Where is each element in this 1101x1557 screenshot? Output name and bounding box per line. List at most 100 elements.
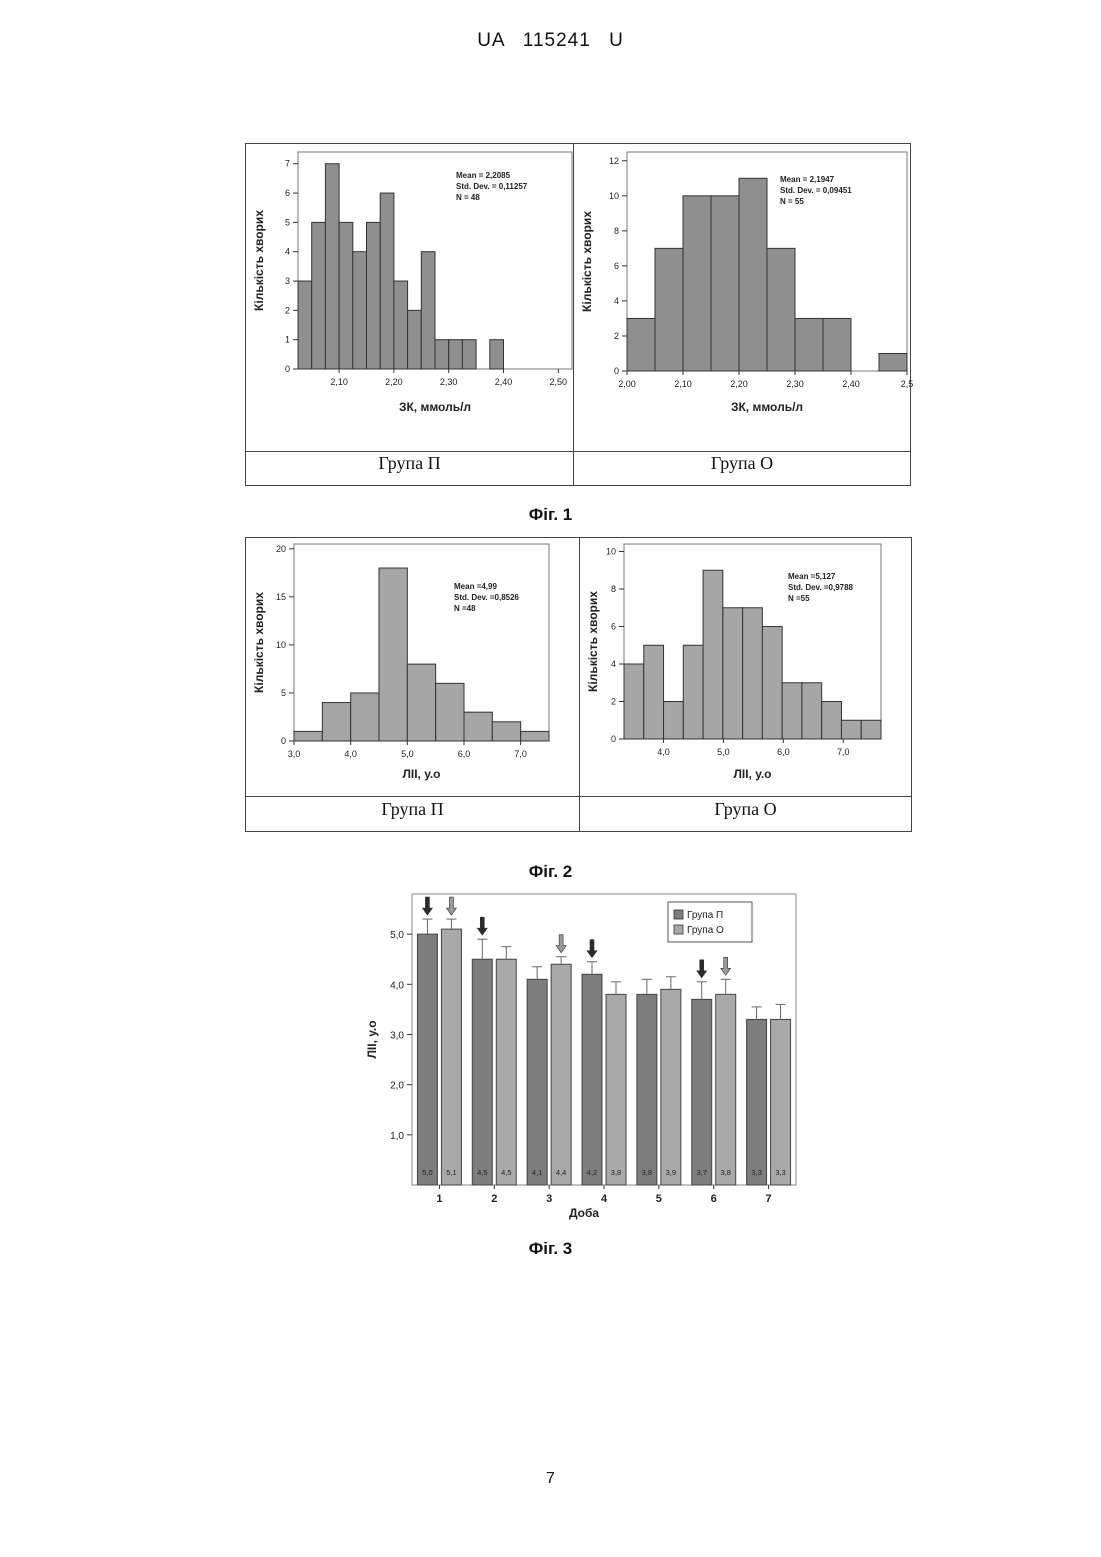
y-tick-label: 4 [285,247,290,257]
x-tick-label: 2,40 [842,379,860,389]
y-tick-label: 20 [276,544,286,554]
bar [637,994,657,1185]
x-tick-label: 2,5 [901,379,914,389]
y-tick-label: 7 [285,159,290,169]
y-tick-label: 2 [614,331,619,341]
bar [496,959,516,1185]
histogram-bar [739,178,767,371]
summary-statistic: N =48 [454,604,476,613]
x-axis-label: ЗК, ммоль/л [731,400,803,414]
x-tick-label: 4 [601,1193,608,1205]
y-tick-label: 0 [281,736,286,746]
bar [747,1019,767,1185]
y-tick-label: 0 [285,364,290,374]
x-tick-label: 7 [766,1193,772,1205]
histogram-bar [353,252,367,369]
bar [771,1019,791,1185]
x-tick-label: 4,0 [657,747,670,757]
histogram-bar [408,310,422,369]
bar [417,934,437,1185]
histogram-bar [861,720,881,739]
y-tick-label: 3 [285,276,290,286]
y-tick-label: 10 [609,191,619,201]
x-tick-label: 2,00 [618,379,636,389]
x-tick-label: 2,20 [385,377,403,387]
histogram-bar [795,318,823,371]
summary-statistic: N =55 [788,594,810,603]
y-tick-label: 4 [614,296,619,306]
figure-1-row-divider [245,451,911,452]
bar [527,979,547,1185]
x-tick-label: 2,50 [550,377,568,387]
y-tick-label: 6 [285,188,290,198]
histogram-bar [492,722,520,741]
histogram-bar [312,222,326,369]
legend-box [668,902,752,942]
figure-1-caption: Фіг. 1 [0,505,1101,525]
data-label: 5,1 [446,1168,456,1177]
y-axis-label: Кількість хворих [586,591,600,692]
y-tick-label: 2 [285,305,290,315]
histogram-bar [823,318,851,371]
histogram-bar [325,164,339,369]
histogram-bar [367,222,381,369]
figure-1-group-p-label: Група П [246,453,573,474]
histogram-bar [380,193,394,369]
histogram-bar [421,252,435,369]
figure-3-grouped-bar-chart: 1,02,03,04,05,05,04,54,14,23,83,73,35,14… [362,888,802,1226]
summary-statistic: Std. Dev. = 0,11257 [456,182,528,191]
data-label: 4,5 [477,1168,487,1177]
data-label: 3,3 [775,1168,785,1177]
x-tick-label: 2,30 [440,377,458,387]
figure-2-group-p-label: Група П [246,799,579,820]
histogram-bar [879,353,907,371]
histogram-bar [841,720,861,739]
y-axis-label: Кількість хворих [252,210,266,311]
histogram-bar [644,645,664,739]
histogram-bar [683,196,711,371]
x-tick-label: 6,0 [777,747,790,757]
figure-2-group-p-histogram: 051015203,04,05,06,07,0ЛІІ, у.оКількість… [246,538,579,795]
bar [551,964,571,1185]
figure-1-group-o-label: Група О [574,453,910,474]
histogram-bar [703,570,723,739]
summary-statistic: Mean = 2,1947 [780,175,835,184]
summary-statistic: N = 48 [456,193,480,202]
y-tick-label: 10 [276,640,286,650]
figure-2-group-o-label: Група О [580,799,911,820]
figure-3-caption: Фіг. 3 [0,1239,1101,1259]
histogram-bar [683,645,703,739]
y-tick-label: 2,0 [390,1081,404,1092]
y-tick-label: 4 [611,659,616,669]
bar [441,929,461,1185]
figure-1-group-o-histogram: 0246810122,002,102,202,302,402,5ЗК, ммол… [574,144,910,450]
x-tick-label: 2,10 [674,379,692,389]
data-label: 3,8 [611,1168,621,1177]
histogram-bar [407,664,435,741]
bar [582,974,602,1185]
bar [661,989,681,1185]
x-tick-label: 3 [546,1193,552,1205]
histogram-bar [822,702,842,740]
summary-statistic: Std. Dev. =0,9788 [788,583,854,592]
x-axis-label: Доба [569,1206,599,1220]
histogram-bar [339,222,353,369]
x-tick-label: 2,40 [495,377,513,387]
y-tick-label: 5 [285,217,290,227]
data-label: 3,8 [720,1168,730,1177]
histogram-bar [394,281,408,369]
figure-1-group-p-histogram: 012345672,102,202,302,402,50ЗК, ммоль/лК… [246,144,573,450]
histogram-bar [664,702,684,740]
document-header: UA 115241 U [0,30,1101,52]
histogram-bar [322,703,350,741]
histogram-bar [802,683,822,739]
histogram-bar [521,731,549,741]
histogram-bar [490,340,504,369]
x-tick-label: 6,0 [458,749,471,759]
x-tick-label: 3,0 [288,749,301,759]
x-tick-label: 5 [656,1193,662,1205]
x-tick-label: 1 [436,1193,442,1205]
histogram-bar [762,627,782,740]
x-tick-label: 2,30 [786,379,804,389]
bar [716,994,736,1185]
